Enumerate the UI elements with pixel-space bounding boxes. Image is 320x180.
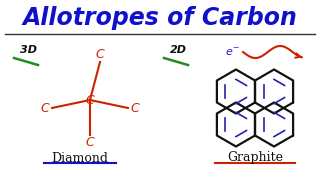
Text: C: C: [86, 93, 94, 107]
Text: C: C: [41, 102, 49, 114]
Text: Diamond: Diamond: [52, 152, 108, 165]
Text: C: C: [131, 102, 140, 114]
Text: C: C: [96, 48, 104, 62]
Text: Graphite: Graphite: [227, 152, 283, 165]
Text: C: C: [86, 136, 94, 148]
Text: $e^{-}$: $e^{-}$: [225, 46, 239, 58]
Text: Allotropes of Carbon: Allotropes of Carbon: [23, 6, 297, 30]
Text: 3D: 3D: [20, 45, 36, 55]
Text: 2D: 2D: [170, 45, 187, 55]
